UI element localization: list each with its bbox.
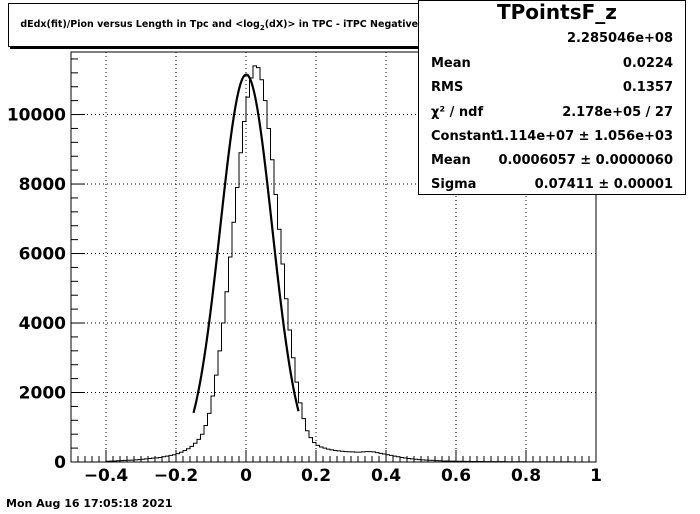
fit-curve — [192, 73, 300, 414]
plot-frame — [70, 51, 597, 463]
stats-label: Constant — [431, 129, 497, 144]
timestamp: Mon Aug 16 17:05:18 2021 — [6, 497, 173, 510]
stats-row-fit-mean: Mean 0.0006057 ± 0.0000060 — [431, 153, 673, 173]
y-tick-label: 6000 — [19, 245, 66, 265]
stats-value: 0.07411 ± 0.00001 — [534, 177, 673, 192]
stats-label: Sigma — [431, 177, 477, 192]
stats-row-constant: Constant 1.114e+07 ± 1.056e+03 — [431, 129, 673, 149]
x-tick-label: 0 — [240, 466, 252, 486]
x-tick-label: −0.4 — [84, 466, 129, 486]
stats-box: TPointsF_z 2.285046e+08 Mean 0.0224 RMS … — [418, 0, 686, 195]
stats-label: Mean — [431, 56, 471, 71]
stats-value: 1.114e+07 ± 1.056e+03 — [495, 129, 673, 144]
title-box: dEdx(fit)/Pion versus Length in Tpc and … — [8, 3, 497, 47]
x-tick-label: 0.4 — [371, 466, 401, 486]
stats-row-entries: 2.285046e+08 — [431, 31, 673, 51]
y-tick-label: 8000 — [19, 175, 66, 195]
stats-row-rms: RMS 0.1357 — [431, 80, 673, 100]
histogram-steps — [71, 65, 596, 463]
x-tick-label: −0.2 — [154, 466, 198, 486]
x-tick-label: 0.6 — [441, 466, 471, 486]
y-tick-label: 10000 — [7, 106, 66, 126]
stats-row-sigma: Sigma 0.07411 ± 0.00001 — [431, 177, 673, 197]
stats-value: 0.0224 — [622, 56, 673, 71]
histogram-series — [71, 65, 596, 463]
stats-value: 2.285046e+08 — [566, 31, 673, 46]
y-tick-label: 2000 — [19, 384, 66, 404]
plot-frame-rect — [70, 51, 597, 463]
stats-label: χ² / ndf — [431, 105, 484, 120]
gaussian-fit-series — [192, 73, 300, 414]
stats-name: TPointsF_z — [497, 0, 617, 24]
x-tick-label: 1 — [590, 466, 602, 486]
stats-label: Mean — [431, 153, 471, 168]
x-axis: −0.4 −0.2 0 0.2 0.4 0.6 0.8 1 — [70, 450, 602, 486]
y-tick-label: 4000 — [19, 314, 66, 334]
stats-row-mean: Mean 0.0224 — [431, 56, 673, 76]
stats-label: RMS — [431, 80, 464, 95]
stats-value: 0.1357 — [622, 80, 673, 95]
chart-title: dEdx(fit)/Pion versus Length in Tpc and … — [20, 18, 485, 32]
stats-value: 0.0006057 ± 0.0000060 — [498, 153, 673, 168]
x-tick-label: 0.8 — [511, 466, 541, 486]
y-axis: 0 2000 4000 6000 8000 10000 — [7, 58, 85, 473]
stats-value: 2.178e+05 / 27 — [562, 105, 673, 120]
y-tick-label: 0 — [54, 453, 66, 473]
x-tick-label: 0.2 — [301, 466, 331, 486]
stats-row-chi2: χ² / ndf 2.178e+05 / 27 — [431, 105, 673, 125]
